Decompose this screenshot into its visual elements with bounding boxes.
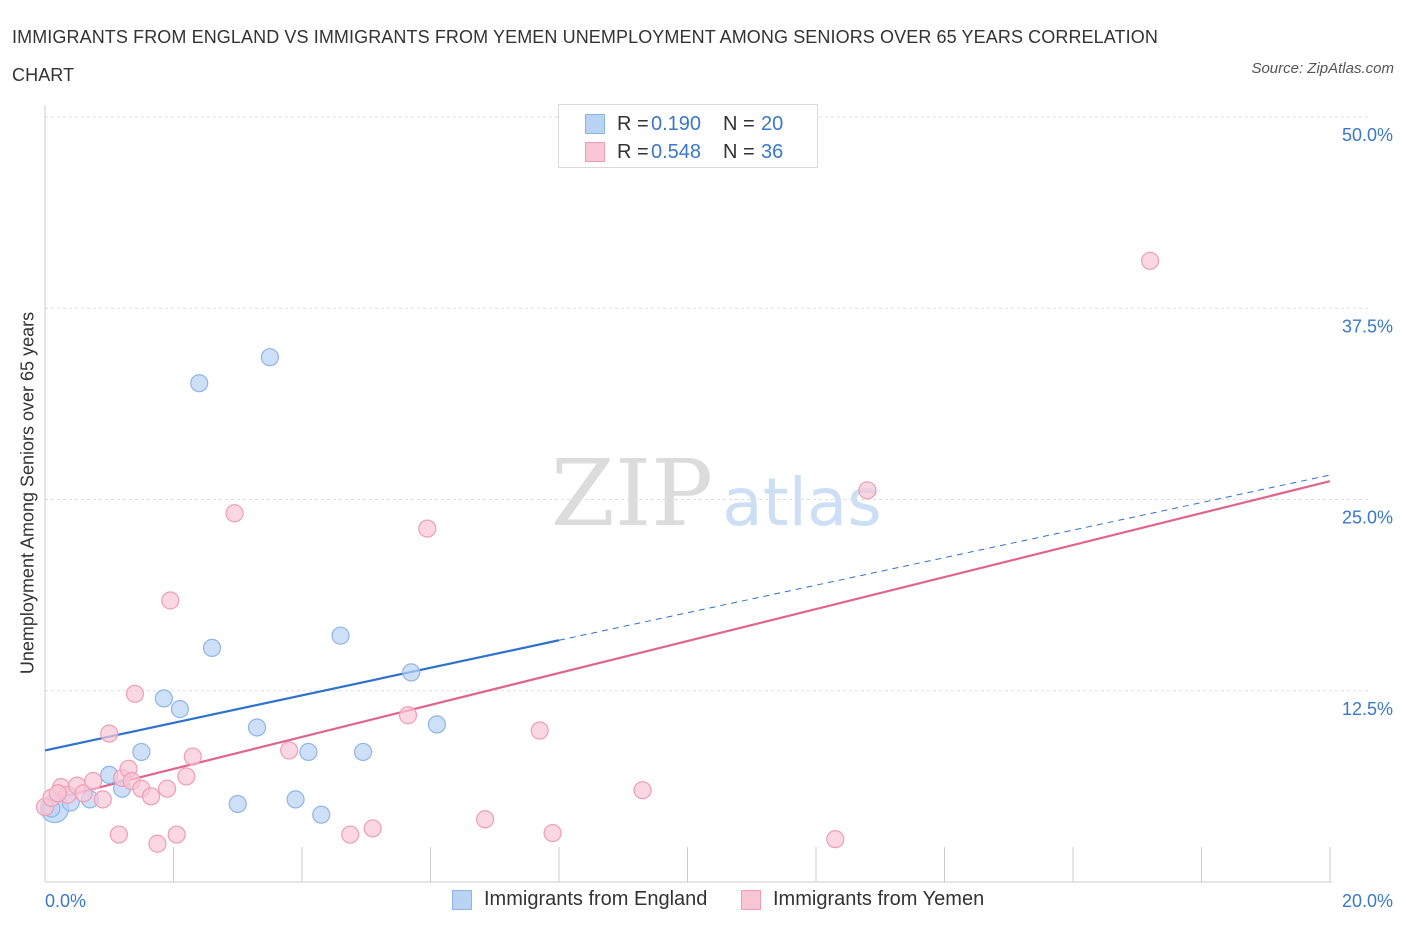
correlation-legend: R = 0.190 N = 20 R = 0.548 N = 36 [558, 104, 818, 168]
y-tick-label: 25.0% [1342, 508, 1393, 528]
legend-row-england: R = 0.190 N = 20 [585, 110, 783, 138]
yemen-point [398, 706, 418, 725]
england-point [190, 374, 209, 393]
england-point [132, 742, 151, 762]
n-value: 36 [761, 140, 784, 163]
yemen-point [363, 819, 382, 838]
r-label: R = [617, 140, 649, 163]
england-point [202, 638, 222, 658]
england-point [260, 348, 279, 367]
x-tick-label: 0.0% [45, 891, 86, 911]
england-trend-line [44, 639, 560, 752]
yemen-swatch [741, 889, 761, 910]
y-axis-label: Unemployment Among Seniors over 65 years [17, 311, 38, 675]
yemen-point [341, 825, 360, 844]
yemen-point [418, 519, 437, 538]
legend-item-yemen[interactable]: Immigrants from Yemen [741, 888, 984, 911]
y-tick-label: 37.5% [1342, 316, 1393, 336]
yemen-point [225, 504, 244, 523]
england-point [247, 718, 267, 737]
england-point [331, 626, 350, 645]
yemen-point [633, 781, 652, 800]
yemen-point [148, 834, 167, 853]
england-point [312, 805, 331, 824]
data-points [35, 251, 1160, 853]
england-point [353, 742, 373, 762]
r-value: 0.548 [651, 140, 702, 163]
legend-label-england: Immigrants from England [484, 888, 708, 910]
yemen-swatch [585, 142, 605, 162]
yemen-point [74, 784, 93, 803]
n-value: 20 [761, 112, 784, 135]
n-label: N = [723, 140, 755, 163]
chart-title: IMMIGRANTS FROM ENGLAND VS IMMIGRANTS FR… [12, 27, 1158, 85]
yemen-point [280, 741, 299, 760]
yemen-point [826, 830, 845, 849]
yemen-point [858, 481, 877, 500]
r-value: 0.190 [651, 112, 702, 135]
yemen-point [177, 767, 196, 786]
r-label: R = [617, 112, 649, 135]
yemen-point [476, 810, 495, 829]
legend-row-yemen: R = 0.548 N = 36 [585, 138, 783, 166]
yemen-point [1140, 251, 1160, 270]
yemen-point [157, 779, 177, 798]
yemen-point [109, 825, 128, 844]
yemen-point [93, 790, 112, 809]
tick-labels: 12.5% 25.0% 37.5% 50.0% 0.0% 20.0% [45, 125, 1393, 911]
yemen-point [125, 684, 145, 703]
england-point [228, 794, 247, 814]
england-point [286, 790, 305, 809]
legend-item-england[interactable]: Immigrants from England [452, 888, 707, 911]
trend-lines [44, 474, 1331, 802]
watermark: ZIP atlas [551, 440, 882, 547]
yemen-point [543, 823, 562, 843]
yemen-point [530, 721, 549, 740]
axes [44, 105, 1332, 883]
england-point [402, 663, 421, 682]
england-point [170, 700, 190, 719]
yemen-point [141, 787, 161, 806]
gridlines [45, 116, 1370, 692]
source-label: Source: ZipAtlas.com [1251, 60, 1394, 77]
series-legend: Immigrants from England Immigrants from … [0, 888, 1406, 916]
legend-label-yemen: Immigrants from Yemen [773, 888, 985, 910]
watermark-atlas: atlas [722, 464, 882, 541]
watermark-zip: ZIP [551, 440, 713, 547]
yemen-point [100, 724, 119, 743]
yemen-trend-line [44, 480, 1331, 802]
yemen-point [183, 747, 202, 766]
y-tick-label: 50.0% [1342, 125, 1393, 145]
england-point [299, 742, 318, 762]
yemen-point [161, 591, 180, 610]
england-swatch [585, 114, 605, 134]
yemen-point [48, 784, 67, 803]
england-point [154, 689, 173, 708]
y-tick-label: 12.5% [1342, 699, 1393, 719]
yemen-point [167, 825, 186, 844]
n-label: N = [723, 112, 755, 135]
england-point [427, 715, 447, 734]
x-tick-label: 20.0% [1342, 891, 1393, 911]
england-swatch [452, 889, 472, 910]
yemen-point [84, 771, 103, 791]
